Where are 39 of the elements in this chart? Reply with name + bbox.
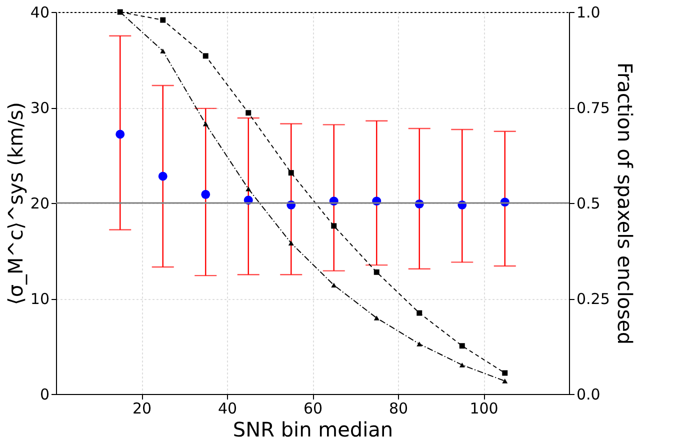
point	[416, 342, 422, 346]
point	[331, 282, 337, 288]
point	[160, 48, 166, 54]
point	[459, 343, 465, 349]
point	[160, 17, 166, 23]
point	[331, 223, 337, 229]
y2-tick-label: 0.5	[576, 194, 600, 212]
y2-tick-label: 1.0	[576, 4, 600, 22]
y2-tick-label: 0.25	[576, 290, 610, 308]
y-tick-label: 0	[40, 386, 50, 404]
x-tick-label: 20	[132, 400, 152, 418]
y-tick-label: 30	[30, 99, 50, 117]
point	[246, 186, 252, 192]
point	[288, 170, 294, 176]
point	[158, 172, 168, 181]
point	[202, 122, 208, 126]
x-tick-label: 80	[388, 400, 408, 418]
point	[116, 130, 125, 139]
point	[201, 190, 210, 199]
x-axis-title: SNR bin median	[232, 418, 394, 442]
x-tick-label: 40	[218, 400, 238, 418]
point	[288, 240, 294, 246]
point	[374, 316, 380, 320]
point	[202, 53, 208, 59]
y2-tick-label: 0.75	[576, 99, 610, 117]
y2-tick-label: 0.0	[576, 386, 600, 404]
y2-axis-title: Fraction of spaxels enclosed	[612, 62, 637, 345]
y-tick-label: 10	[30, 290, 50, 308]
y-tick-label: 40	[30, 4, 50, 22]
point	[374, 269, 380, 275]
x-tick-label: 100	[470, 400, 498, 418]
point	[459, 362, 465, 368]
point	[502, 378, 508, 384]
y-tick-label: 20	[30, 194, 50, 212]
y-axis-title: ⟨σ_M^c⟩^sys (km/s)	[3, 102, 28, 305]
point	[416, 310, 422, 316]
x-tick-label: 60	[303, 400, 323, 418]
point	[246, 110, 252, 116]
point	[502, 370, 508, 376]
